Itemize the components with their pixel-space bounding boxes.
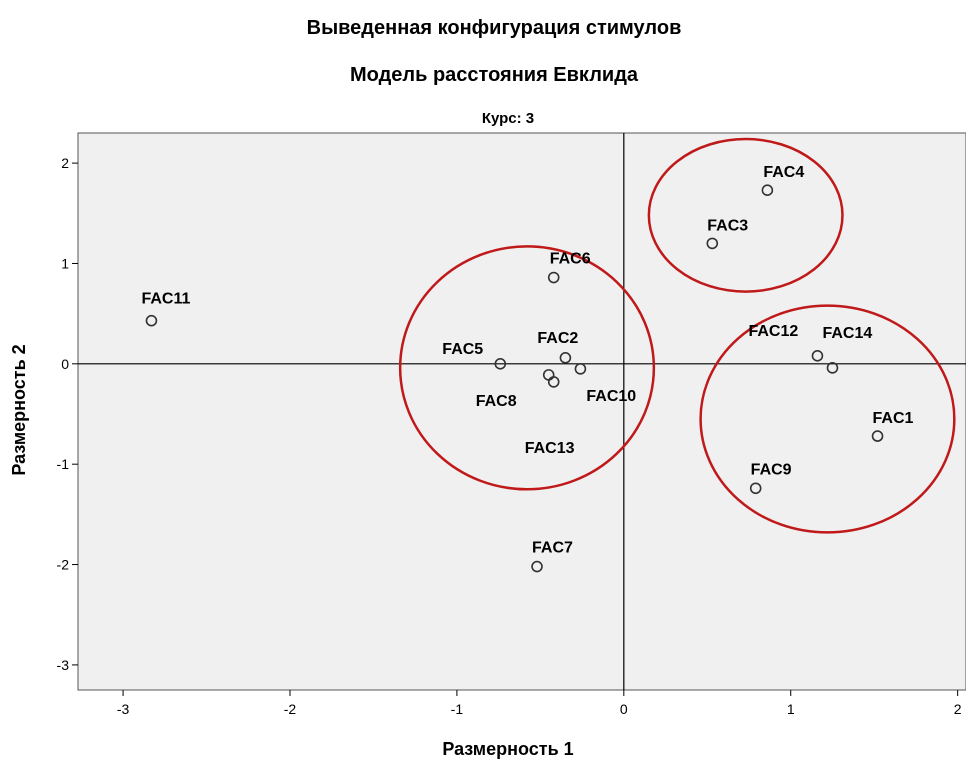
y-tick-label: 2: [61, 155, 69, 171]
x-tick-label: -2: [284, 701, 297, 717]
x-axis-label: Размерность 1: [442, 739, 573, 759]
point-label-fac3: FAC3: [707, 217, 748, 234]
data-point-fac4: [761, 184, 774, 197]
cluster-circle: [647, 137, 844, 293]
point-label-fac5: FAC5: [442, 341, 483, 358]
data-points: [145, 184, 884, 573]
y-tick-label: -2: [57, 557, 70, 573]
point-label-fac11: FAC11: [141, 291, 190, 308]
data-point-fac3: [706, 237, 719, 250]
data-point-fac7: [531, 560, 543, 573]
y-axis-label: Размерность 2: [9, 344, 29, 475]
data-point-fac10: [574, 363, 587, 375]
cluster-circle: [699, 304, 956, 534]
chart-title: Выведенная конфигурация стимулов: [307, 17, 682, 39]
point-label-fac14: FAC14: [822, 325, 872, 342]
data-point-fac2: [559, 352, 572, 364]
point-label-fac7: FAC7: [532, 540, 573, 557]
data-point-fac14: [826, 362, 839, 374]
data-point-fac6: [547, 271, 560, 284]
cluster-circle: [398, 245, 656, 491]
reference-lines: [78, 133, 966, 690]
data-point-fac13: [547, 376, 560, 388]
y-axis-ticks: 2 1 0 -1 -2 -3: [57, 155, 78, 673]
point-label-fac8: FAC8: [476, 393, 517, 410]
data-point-fac9: [749, 482, 762, 495]
data-point-fac11: [145, 314, 158, 327]
point-label-fac6: FAC6: [550, 251, 591, 268]
chart-subtitle: Модель расстояния Евклида: [350, 64, 639, 86]
data-point-fac12: [811, 349, 824, 362]
cluster-circles: [398, 137, 956, 534]
point-label-fac4: FAC4: [763, 164, 804, 181]
x-tick-label: 0: [620, 701, 628, 717]
y-tick-label: -1: [57, 456, 70, 472]
x-tick-label: 2: [954, 701, 962, 717]
plot-area: [77, 132, 966, 691]
point-label-fac1: FAC1: [873, 410, 914, 427]
point-label-fac2: FAC2: [537, 330, 578, 347]
point-label-fac13: FAC13: [525, 440, 575, 457]
y-tick-label: 0: [61, 356, 69, 372]
x-tick-label: -3: [117, 701, 130, 717]
point-label-fac10: FAC10: [586, 388, 636, 405]
point-labels: FAC1 FAC2 FAC3 FAC4 FAC5 FAC6 FAC7 FAC8 FAC9 FAC1…: [141, 164, 913, 556]
panel-title: Курс: 3: [482, 110, 534, 127]
data-point-fac1: [871, 430, 884, 442]
y-tick-label: -3: [57, 657, 70, 673]
x-tick-label: 1: [787, 701, 795, 717]
y-tick-label: 1: [61, 255, 69, 271]
point-label-fac12: FAC12: [748, 323, 798, 340]
data-point-fac5: [494, 358, 507, 370]
x-tick-label: -1: [451, 701, 464, 717]
point-label-fac9: FAC9: [751, 461, 792, 478]
x-axis-ticks: -3 -2 -1 0 1 2: [117, 690, 962, 717]
